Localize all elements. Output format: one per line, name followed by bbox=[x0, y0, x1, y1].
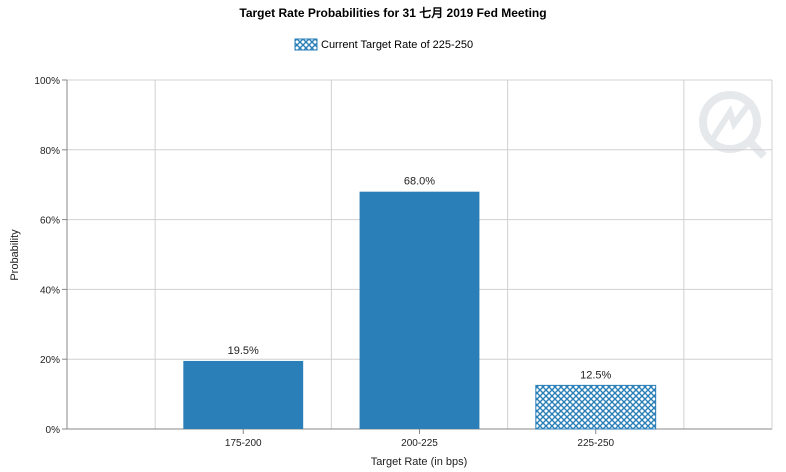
bar-175-200 bbox=[183, 360, 304, 429]
chart-title: Target Rate Probabilities for 31 七月 2019… bbox=[239, 6, 546, 20]
legend-swatch bbox=[294, 38, 318, 51]
x-tick-label-225-250: 225-250 bbox=[577, 438, 614, 449]
y-axis-title: Probability bbox=[9, 229, 21, 281]
legend: Current Target Rate of 225-250 bbox=[294, 38, 473, 51]
x-tick-label-175-200: 175-200 bbox=[225, 438, 262, 449]
bar-225-250 bbox=[535, 384, 657, 430]
y-tick-label: 80% bbox=[40, 146, 60, 157]
data-label-200-225: 68.0% bbox=[404, 176, 435, 188]
x-tick-label-200-225: 200-225 bbox=[401, 438, 438, 449]
y-tick-label: 40% bbox=[40, 285, 60, 296]
y-tick-label: 60% bbox=[40, 216, 60, 227]
bars bbox=[183, 191, 657, 430]
bar-200-225 bbox=[359, 191, 480, 429]
x-axis-title: Target Rate (in bps) bbox=[371, 456, 468, 468]
y-tick-label: 0% bbox=[46, 425, 61, 436]
data-label-175-200: 19.5% bbox=[228, 345, 259, 357]
labels: 0% 20% 40% 60% 80% 100% 19.5% 175-200 68.0% 200-2… bbox=[34, 76, 614, 449]
y-tick-label: 20% bbox=[40, 355, 60, 366]
watermark-logo bbox=[699, 91, 767, 159]
data-label-225-250: 12.5% bbox=[580, 369, 611, 381]
legend-label: Current Target Rate of 225-250 bbox=[321, 39, 473, 51]
y-tick-label: 100% bbox=[34, 76, 60, 87]
